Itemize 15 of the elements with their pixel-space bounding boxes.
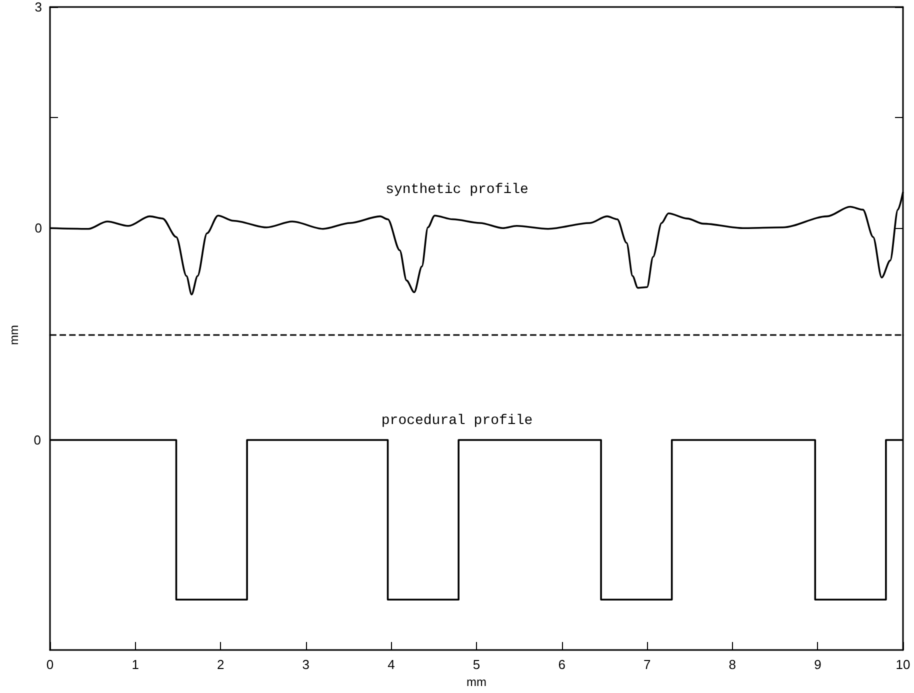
x-tick-label: 5 <box>472 657 480 672</box>
x-tick-label: 3 <box>302 657 310 672</box>
x-tick-label: 8 <box>728 657 736 672</box>
x-tick-label: 4 <box>388 657 395 672</box>
y-axis-title: mm <box>7 325 21 345</box>
x-tick-label: 10 <box>896 657 910 672</box>
x-tick-label: 9 <box>814 657 822 672</box>
x-axis-title: mm <box>466 675 486 689</box>
x-tick-label: 6 <box>558 657 566 672</box>
x-tick-label: 7 <box>643 657 651 672</box>
x-tick-label: 0 <box>46 657 54 672</box>
annotation: synthetic profile <box>386 182 528 198</box>
x-tick-label: 2 <box>216 657 224 672</box>
text: procedural profile <box>381 413 533 429</box>
x-tick-label: 1 <box>132 657 139 672</box>
